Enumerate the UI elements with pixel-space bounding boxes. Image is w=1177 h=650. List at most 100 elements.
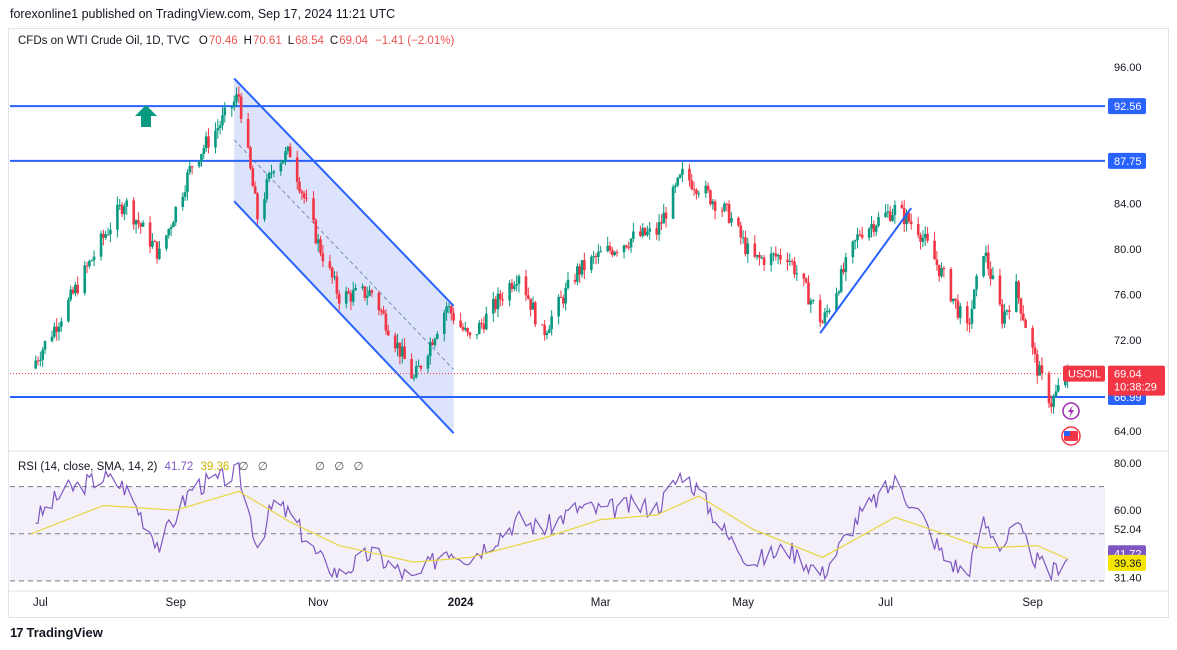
candle-body bbox=[632, 231, 635, 239]
candle-body bbox=[835, 293, 838, 311]
price-axis-label: 76.00 bbox=[1114, 289, 1142, 301]
candle-body bbox=[321, 253, 325, 262]
candle-body bbox=[482, 323, 486, 330]
candle-body bbox=[125, 200, 129, 207]
us-flag-canton bbox=[1064, 431, 1070, 436]
candle-body bbox=[678, 174, 682, 178]
candle-body bbox=[655, 228, 659, 235]
candle-body bbox=[34, 360, 37, 369]
candle-body bbox=[386, 330, 390, 336]
candle-body bbox=[398, 342, 402, 357]
candle-body bbox=[788, 260, 792, 262]
candle-body bbox=[986, 252, 990, 269]
time-axis-label: 2024 bbox=[448, 597, 474, 609]
candle-body bbox=[821, 322, 824, 324]
channel-border-line bbox=[233, 200, 455, 434]
candle-body bbox=[55, 326, 58, 332]
candle-body bbox=[853, 240, 857, 242]
tradingview-logo[interactable]: 17 TradingView bbox=[10, 625, 103, 640]
candle-body bbox=[139, 223, 143, 227]
candle-body bbox=[314, 220, 318, 244]
candle-body bbox=[566, 279, 570, 288]
candle-body bbox=[1054, 391, 1058, 397]
level-price-tag-bg bbox=[1108, 98, 1146, 115]
time-axis-label: Jul bbox=[878, 597, 893, 609]
time-axis-label: Sep bbox=[1022, 597, 1042, 609]
candle-body bbox=[543, 325, 546, 336]
candle-body bbox=[295, 157, 299, 182]
candle-body bbox=[158, 248, 161, 259]
candle-body bbox=[174, 206, 178, 223]
candle-body bbox=[50, 336, 54, 342]
candle-body bbox=[730, 217, 733, 223]
candle-body bbox=[886, 211, 890, 213]
publisher-line: forexonline1 published on TradingView.co… bbox=[10, 7, 396, 21]
candle-body bbox=[116, 204, 119, 230]
level-price-tag: 92.56 bbox=[1114, 101, 1142, 113]
candle-body bbox=[382, 310, 385, 314]
candle-body bbox=[137, 220, 140, 224]
candle-body bbox=[365, 295, 369, 298]
candle-body bbox=[305, 197, 308, 199]
candle-body bbox=[288, 146, 292, 158]
candle-body bbox=[802, 273, 806, 279]
candle-body bbox=[888, 211, 892, 221]
candle-body bbox=[713, 201, 717, 211]
channel-border-line bbox=[233, 77, 455, 307]
candle-body bbox=[793, 261, 796, 275]
candle-body bbox=[508, 283, 511, 301]
candle-body bbox=[576, 266, 579, 282]
candle-body bbox=[330, 267, 334, 278]
candle-body bbox=[524, 276, 528, 296]
candle-body bbox=[527, 295, 530, 299]
candle-body bbox=[214, 130, 217, 148]
candle-body bbox=[88, 260, 91, 267]
candle-body bbox=[968, 323, 971, 325]
candle-body bbox=[417, 365, 420, 367]
rsi-value-tag: 39.36 bbox=[1114, 558, 1142, 570]
candle-body bbox=[559, 296, 563, 298]
price-axis-label: 72.00 bbox=[1114, 335, 1142, 347]
candle-body bbox=[900, 204, 904, 209]
candle-body bbox=[335, 276, 339, 294]
price-axis-label: 80.00 bbox=[1114, 244, 1142, 256]
ohlc-values: O70.46 H70.61 L68.54 C69.04 −1.41 (−2.01%) bbox=[199, 35, 460, 47]
candle-body bbox=[884, 212, 887, 217]
candle-body bbox=[202, 148, 206, 155]
na-icon: ∅ bbox=[353, 461, 364, 473]
candle-body bbox=[893, 204, 897, 216]
candle-body bbox=[263, 199, 266, 220]
candle-body bbox=[284, 151, 287, 161]
candle-body bbox=[221, 115, 224, 126]
candle-body bbox=[1031, 327, 1034, 348]
candle-body bbox=[937, 264, 941, 277]
ohlc-key: L bbox=[287, 35, 295, 47]
candle-body bbox=[1014, 281, 1018, 312]
rsi-axis-label: 80.00 bbox=[1114, 458, 1142, 470]
candle-body bbox=[1019, 298, 1023, 314]
candle-body bbox=[839, 269, 843, 292]
candle-body bbox=[433, 338, 437, 346]
candle-body bbox=[123, 206, 126, 214]
rsi-line bbox=[35, 461, 1069, 583]
candle-body bbox=[828, 310, 831, 312]
candle-body bbox=[954, 298, 957, 301]
candle-body bbox=[435, 334, 439, 339]
ohlc-value: 69.04 bbox=[339, 35, 368, 47]
candle-body bbox=[253, 186, 257, 194]
candle-body bbox=[942, 268, 946, 270]
candle-body bbox=[74, 284, 77, 294]
candle-body bbox=[36, 360, 40, 362]
candle-body bbox=[1050, 403, 1053, 407]
rsi-axis-label: 52.04 bbox=[1114, 524, 1142, 536]
candle-body bbox=[312, 198, 315, 221]
rsi-value-tag-bg bbox=[1108, 554, 1146, 571]
candle-body bbox=[1035, 353, 1039, 376]
candle-body bbox=[468, 332, 472, 336]
price-axis-label: 84.00 bbox=[1114, 199, 1142, 211]
candle-body bbox=[69, 289, 73, 300]
candle-body bbox=[564, 287, 567, 304]
candle-body bbox=[491, 299, 495, 314]
candle-body bbox=[449, 306, 453, 314]
